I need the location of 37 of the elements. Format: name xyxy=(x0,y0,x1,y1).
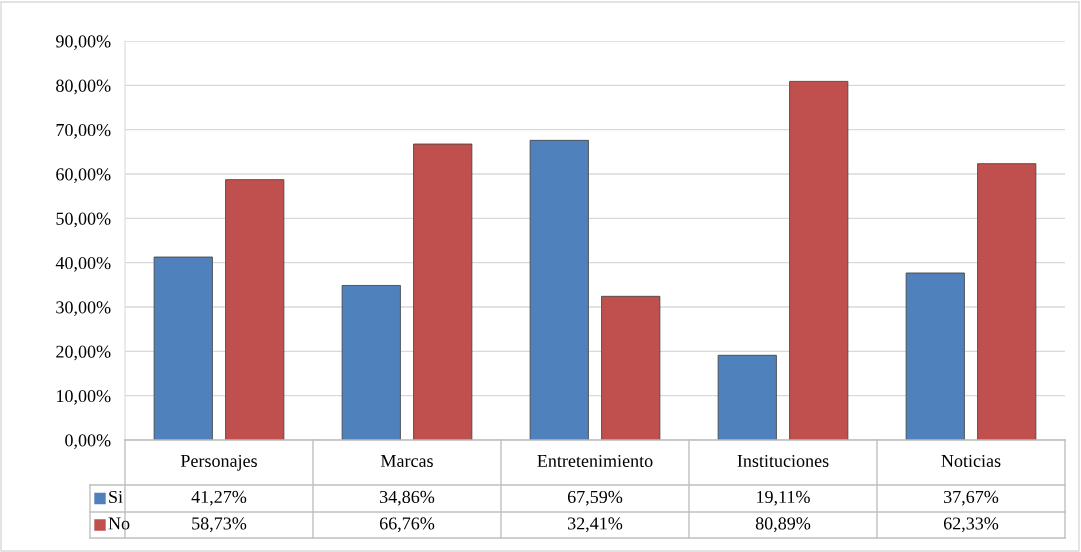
legend-label: No xyxy=(108,517,130,530)
data-label: 41,27% xyxy=(191,490,247,506)
data-label: 80,89% xyxy=(755,517,811,533)
data-label: 62,33% xyxy=(943,517,999,533)
x-tick-label: Entretenimiento xyxy=(537,454,653,468)
data-label: 58,73% xyxy=(192,517,247,533)
y-tick-label: 60,00% xyxy=(56,168,111,184)
data-label: 32,41% xyxy=(568,517,623,533)
bar xyxy=(153,256,213,440)
y-tick-label: 0,00% xyxy=(65,434,111,450)
y-tick-label: 30,00% xyxy=(56,301,111,317)
y-tick-label: 90,00% xyxy=(56,35,111,51)
data-label: 37,67% xyxy=(944,490,999,506)
x-tick-label: Instituciones xyxy=(737,454,829,468)
data-label: 67,59% xyxy=(567,490,623,506)
bar xyxy=(717,354,777,440)
data-label: 19,11% xyxy=(757,490,810,506)
bar xyxy=(413,143,473,440)
bar xyxy=(789,80,849,440)
y-tick-label: 50,00% xyxy=(56,212,111,228)
data-label: 66,76% xyxy=(379,517,435,533)
y-tick-label: 80,00% xyxy=(56,79,111,95)
x-tick-label: Personajes xyxy=(180,454,257,471)
bar xyxy=(905,272,965,440)
y-tick-label: 40,00% xyxy=(55,256,111,272)
x-tick-label: Noticias xyxy=(941,454,1001,468)
y-tick-label: 20,00% xyxy=(56,345,111,361)
bar xyxy=(341,285,401,440)
x-tick-label: Marcas xyxy=(380,455,433,468)
y-tick-label: 70,00% xyxy=(56,123,111,139)
bar xyxy=(977,163,1037,440)
y-tick-label: 10,00% xyxy=(57,389,111,405)
data-label: 34,86% xyxy=(380,490,435,506)
bar xyxy=(601,295,661,440)
bar xyxy=(225,179,285,440)
bar xyxy=(529,139,589,440)
legend-label: Si xyxy=(109,490,123,504)
